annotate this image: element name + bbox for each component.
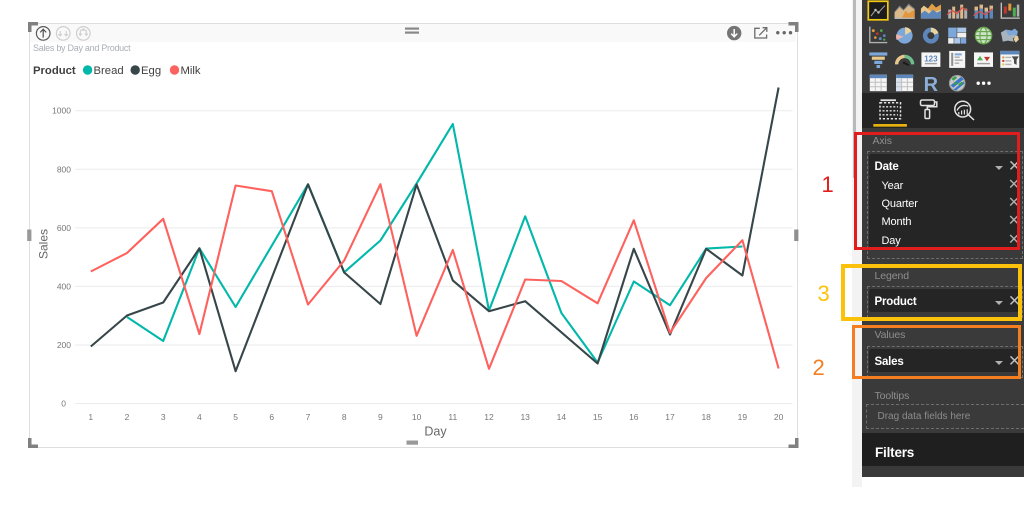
svg-text:11: 11: [448, 412, 457, 422]
svg-text:15: 15: [593, 412, 603, 422]
svg-text:Sales: Sales: [37, 229, 51, 259]
svg-text:Egg: Egg: [141, 65, 161, 77]
svg-text:1000: 1000: [52, 106, 71, 116]
svg-text:19: 19: [738, 412, 748, 422]
svg-text:18: 18: [701, 412, 711, 422]
svg-text:5: 5: [233, 412, 238, 422]
svg-text:600: 600: [57, 223, 71, 233]
svg-text:0: 0: [61, 399, 66, 409]
svg-text:800: 800: [57, 164, 71, 174]
svg-text:6: 6: [269, 412, 274, 422]
svg-text:1: 1: [88, 412, 93, 422]
svg-text:14: 14: [557, 412, 567, 422]
svg-text:16: 16: [629, 412, 639, 422]
svg-text:7: 7: [306, 412, 311, 422]
svg-text:20: 20: [774, 412, 784, 422]
svg-text:Bread: Bread: [94, 65, 124, 77]
svg-text:Product: Product: [33, 65, 76, 77]
svg-text:13: 13: [520, 412, 530, 422]
svg-text:R: R: [923, 74, 938, 96]
svg-text:Milk: Milk: [181, 65, 201, 77]
svg-text:Day: Day: [424, 425, 447, 439]
svg-text:9: 9: [378, 412, 383, 422]
svg-text:400: 400: [57, 281, 71, 291]
svg-text:8: 8: [342, 412, 347, 422]
svg-text:4: 4: [197, 412, 202, 422]
svg-text:3: 3: [161, 412, 166, 422]
svg-text:Sales by Day and Product: Sales by Day and Product: [33, 43, 131, 53]
svg-text:17: 17: [665, 412, 675, 422]
svg-text:2: 2: [125, 412, 130, 422]
svg-text:12: 12: [484, 412, 494, 422]
svg-text:123: 123: [924, 54, 938, 63]
svg-text:200: 200: [57, 340, 71, 350]
svg-text:10: 10: [412, 412, 422, 422]
